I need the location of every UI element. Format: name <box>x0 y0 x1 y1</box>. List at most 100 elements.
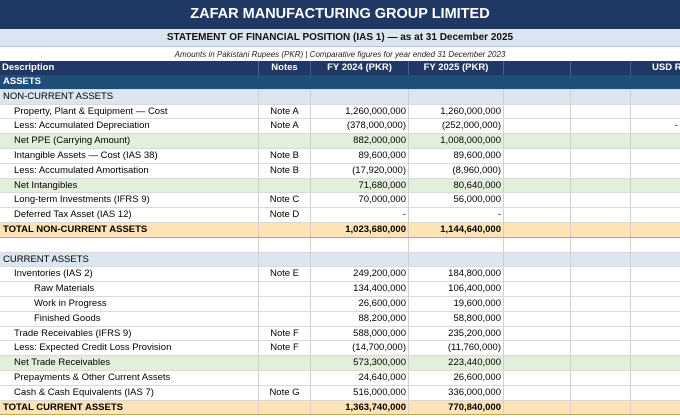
cell <box>503 119 570 134</box>
cell: (378,000,000) <box>310 119 408 134</box>
row-item: Trade Receivables (IFRS 9) Note F 588,000,… <box>0 326 680 342</box>
cell <box>630 237 680 252</box>
cell: (14,700,000) <box>310 341 408 356</box>
cell <box>630 163 680 178</box>
row-subitem: Work in Progress 26,600,000 19,600,000 <box>0 297 680 312</box>
cell: ASSETS <box>3 76 42 87</box>
cell: 573,300,000 <box>310 356 408 370</box>
cell: 1,363,740,000 <box>310 400 408 415</box>
cell <box>258 400 310 415</box>
row-subtotal: Net Trade Receivables 573,300,000 223,440,… <box>0 356 680 371</box>
cell <box>503 193 570 208</box>
cell <box>503 311 570 326</box>
cell: - <box>408 208 503 222</box>
cell: CURRENT ASSETS <box>3 253 89 265</box>
cell <box>570 341 630 356</box>
row-total: TOTAL NON-CURRENT ASSETS 1,023,680,000 1,1… <box>0 223 680 238</box>
cell <box>570 119 630 134</box>
cell: - <box>310 208 408 222</box>
cell: Deferred Tax Asset (IAS 12) <box>14 209 132 221</box>
cell: 1,144,640,000 <box>408 223 503 237</box>
cell: 249,200,000 <box>310 267 408 282</box>
cell: Less: Expected Credit Loss Provision <box>14 342 172 354</box>
cell <box>630 178 680 193</box>
cell: (17,920,000) <box>310 163 408 178</box>
header-cell: Description <box>2 62 55 73</box>
cell: Property, Plant & Equipment — Cost <box>14 105 168 117</box>
cell <box>503 356 570 370</box>
cell <box>408 237 503 252</box>
cell <box>630 134 680 148</box>
cell: Cash & Cash Equivalents (IAS 7) <box>14 386 154 398</box>
header-cell: FY 2024 (PKR) <box>310 61 408 75</box>
cell: Note F <box>258 326 310 341</box>
cell: 223,440,000 <box>408 356 503 370</box>
row-subtotal: Net PPE (Carrying Amount) 882,000,000 1,00… <box>0 134 680 149</box>
cell <box>630 385 680 400</box>
cell <box>503 400 570 415</box>
cell <box>408 89 503 104</box>
cell: Note C <box>258 193 310 208</box>
row-item: Prepayments & Other Current Assets 24,640… <box>0 371 680 386</box>
cell: 71,680,000 <box>310 178 408 193</box>
row-item: Less: Accumulated Amortisation Note B (17,… <box>0 163 680 179</box>
cell <box>503 104 570 119</box>
cell: 1,023,680,000 <box>310 223 408 237</box>
cell <box>570 400 630 415</box>
cell: Note B <box>258 149 310 163</box>
cell <box>310 89 408 104</box>
cell: Less: Accumulated Amortisation <box>14 164 149 176</box>
cell: 1,260,000,000 <box>408 104 503 119</box>
cell <box>258 75 310 89</box>
cell: TOTAL NON-CURRENT ASSETS <box>3 224 148 235</box>
cell: Note E <box>258 267 310 282</box>
cell <box>503 163 570 178</box>
cell <box>570 282 630 296</box>
cell <box>570 208 630 222</box>
sheet-note: Amounts in Pakistani Rupees (PKR) | Comp… <box>174 50 506 59</box>
cell <box>630 341 680 356</box>
row-total: TOTAL CURRENT ASSETS 1,363,740,000 770,840… <box>0 400 680 416</box>
cell <box>0 238 258 252</box>
row-item: Cash & Cash Equivalents (IAS 7) Note G 516… <box>0 385 680 401</box>
header-cell <box>503 61 570 75</box>
row-item: Property, Plant & Equipment — Cost Note A… <box>0 104 680 120</box>
cell: Work in Progress <box>34 298 107 309</box>
cell: 89,600,000 <box>408 149 503 163</box>
cell <box>570 356 630 370</box>
row-item: Less: Accumulated Depreciation Note A (378… <box>0 119 680 135</box>
cell <box>503 326 570 341</box>
cell: (252,000,000) <box>408 119 503 134</box>
cell: 19,600,000 <box>408 297 503 311</box>
cell <box>630 75 680 89</box>
cell <box>258 282 310 296</box>
row-section: NON-CURRENT ASSETS <box>0 89 680 105</box>
cell <box>570 223 630 237</box>
cell: 184,800,000 <box>408 267 503 282</box>
cell: 770,840,000 <box>408 400 503 415</box>
cell: 89,600,000 <box>310 149 408 163</box>
cell <box>503 75 570 89</box>
cell: 235,200,000 <box>408 326 503 341</box>
cell <box>258 223 310 237</box>
cell: Note A <box>258 104 310 119</box>
cell: Net Intangibles <box>14 179 78 191</box>
cell <box>630 326 680 341</box>
cell <box>258 134 310 148</box>
cell <box>570 134 630 148</box>
cell: 106,400,000 <box>408 282 503 296</box>
cell <box>503 149 570 163</box>
cell: Prepayments & Other Current Assets <box>14 372 171 383</box>
cell <box>630 89 680 104</box>
cell: Finished Goods <box>34 312 101 324</box>
cell <box>630 104 680 119</box>
cell <box>570 252 630 267</box>
cell <box>503 385 570 400</box>
cell: Raw Materials <box>34 283 95 295</box>
cell <box>258 311 310 326</box>
cell: 70,000,000 <box>310 193 408 208</box>
cell <box>570 149 630 163</box>
cell: 88,200,000 <box>310 311 408 326</box>
cell <box>570 178 630 193</box>
cell: 26,600,000 <box>310 297 408 311</box>
